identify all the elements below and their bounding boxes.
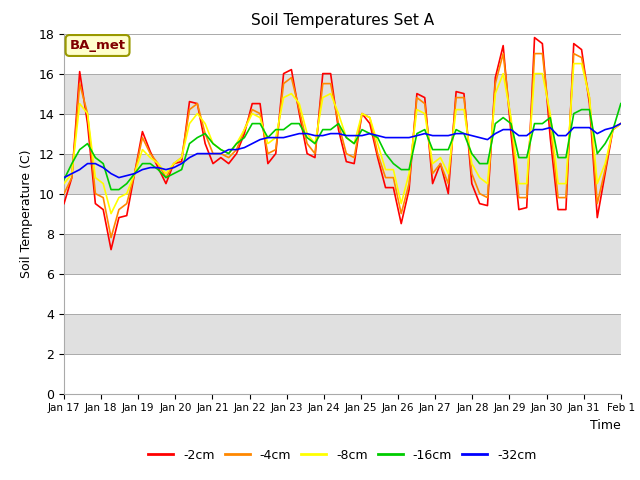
Y-axis label: Soil Temperature (C): Soil Temperature (C) [20,149,33,278]
Bar [64,274,621,313]
X-axis label: Time: Time [590,419,621,432]
Text: BA_met: BA_met [70,39,125,52]
Bar [64,193,621,234]
Legend: -2cm, -4cm, -8cm, -16cm, -32cm: -2cm, -4cm, -8cm, -16cm, -32cm [143,444,541,467]
Title: Soil Temperatures Set A: Soil Temperatures Set A [251,13,434,28]
Bar [64,234,621,274]
Bar [64,354,621,394]
Bar [64,34,621,73]
Bar [64,313,621,354]
Bar [64,154,621,193]
Bar [64,73,621,114]
Bar [64,114,621,154]
